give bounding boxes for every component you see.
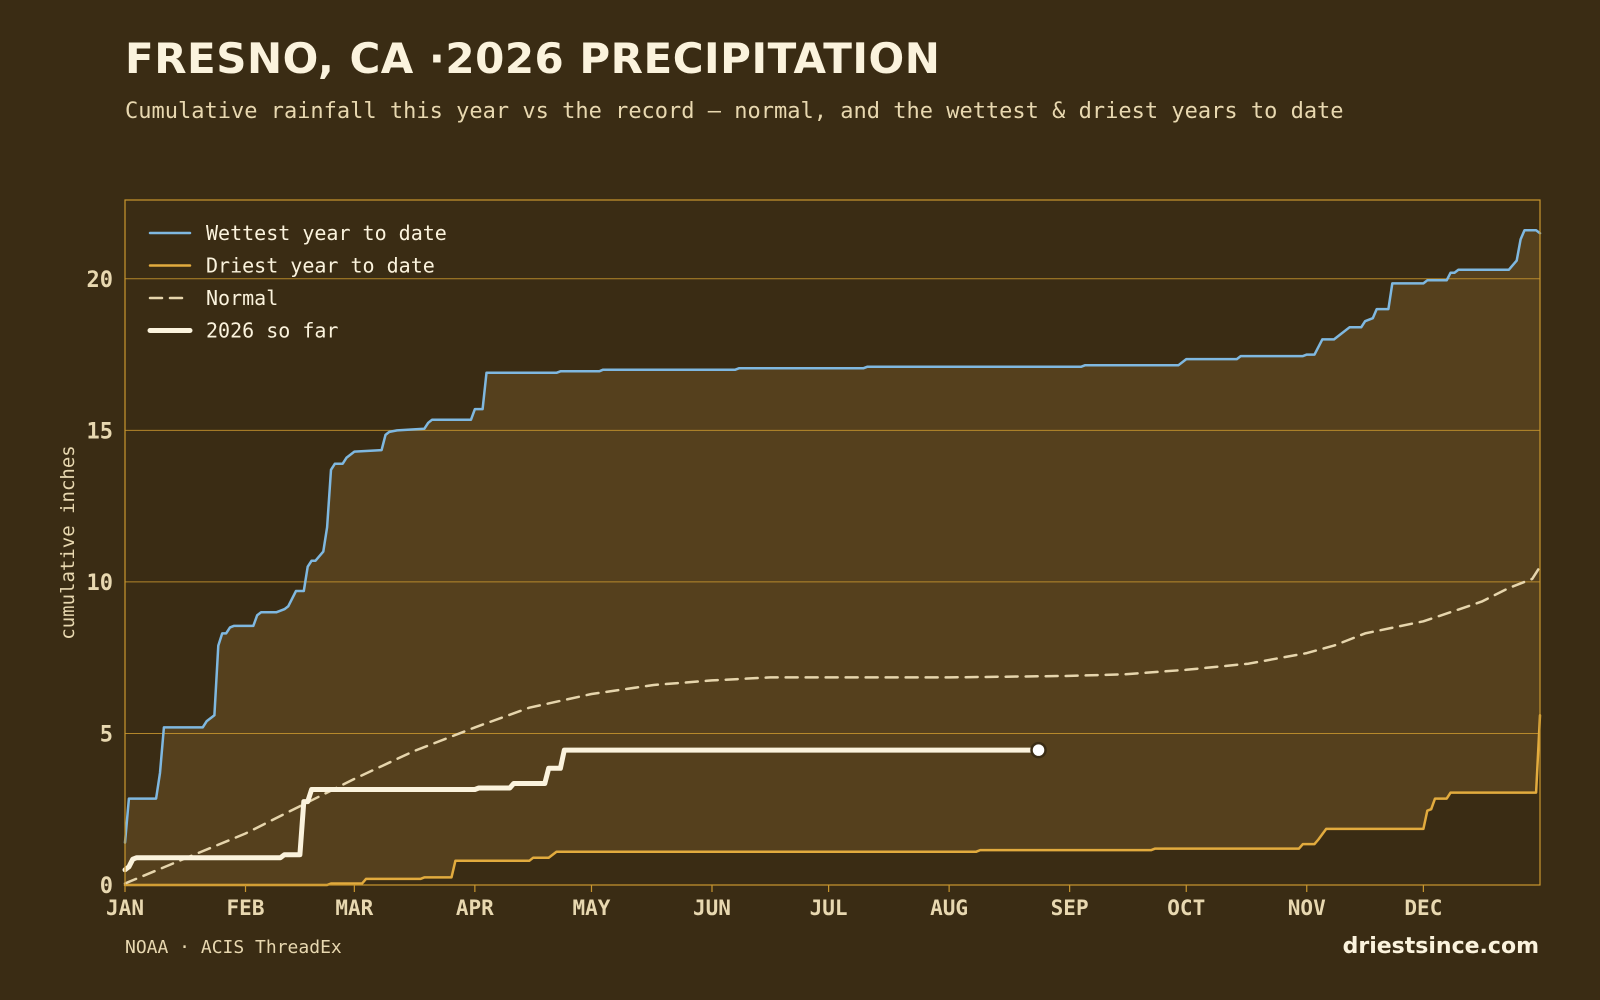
chart-subtitle: Cumulative rainfall this year vs the rec… xyxy=(125,99,1344,124)
x-tick-label: NOV xyxy=(1288,896,1326,920)
legend: Wettest year to date Driest year to date N… xyxy=(147,221,447,343)
x-tick-label: SEP xyxy=(1051,896,1089,920)
y-axis-label: cumulative inches xyxy=(57,445,79,639)
series-line xyxy=(123,565,1542,885)
gridlines xyxy=(125,278,1540,734)
chart-title: FRESNO, CA ·2026 PRECIPITATION xyxy=(125,34,941,83)
site-link[interactable]: driestsince.com xyxy=(1342,934,1539,959)
x-tick-label: MAY xyxy=(573,896,611,920)
y-tick-label: 20 xyxy=(87,268,114,293)
wet-dry-band xyxy=(125,230,1540,886)
range-band xyxy=(125,230,1540,886)
plot-frame xyxy=(124,199,1541,886)
x-tick-label: DEC xyxy=(1404,896,1442,920)
y-tick-label: 5 xyxy=(100,722,113,747)
x-tick-label: JAN xyxy=(106,896,144,920)
x-tick-label: JUN xyxy=(693,896,731,920)
legend-label: 2026 so far xyxy=(206,319,338,343)
y-tick-label: 10 xyxy=(87,571,114,596)
x-tick-label: FEB xyxy=(227,896,265,920)
x-tick-label: AUG xyxy=(930,896,968,920)
series-line xyxy=(123,714,1542,887)
legend-label: Normal xyxy=(206,286,278,310)
current-day-marker xyxy=(1030,741,1047,759)
source-credit: NOAA · ACIS ThreadEx xyxy=(125,937,342,958)
axes: 0 5 10 15 20 JAN FEB MAR APR MAY JUN JUL AUG SEP OCT NO… xyxy=(57,199,1541,920)
y-tick-label: 0 xyxy=(100,874,113,899)
y-tick-label: 15 xyxy=(87,419,114,444)
x-tick-label: MAR xyxy=(335,896,373,920)
series-line xyxy=(122,747,1041,873)
x-tick-label: APR xyxy=(456,896,494,920)
legend-label: Driest year to date xyxy=(206,254,435,278)
x-tick-label: JUL xyxy=(810,896,848,920)
legend-label: Wettest year to date xyxy=(206,221,447,245)
x-tick-label: OCT xyxy=(1167,896,1205,920)
series-line xyxy=(123,229,1542,844)
series-lines xyxy=(122,229,1542,887)
